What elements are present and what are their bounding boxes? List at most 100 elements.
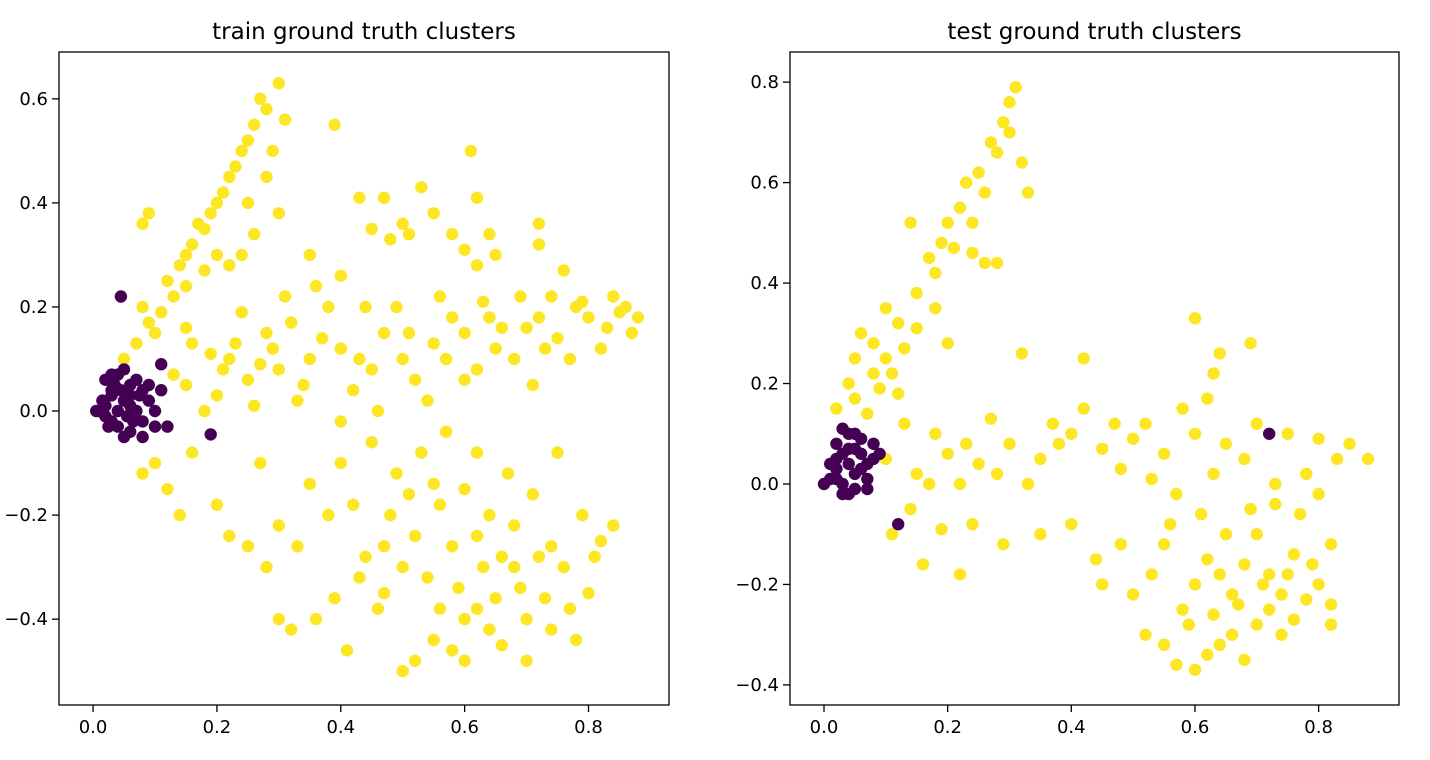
test-plot: test ground truth clusters 0.0 0.2 0.4 0.6 0.… xyxy=(735,19,1400,738)
data-point xyxy=(347,384,360,397)
data-point xyxy=(842,487,855,501)
data-point xyxy=(192,217,205,230)
data-point xyxy=(1021,477,1035,491)
chart-title: train ground truth clusters xyxy=(212,19,516,45)
data-point xyxy=(910,322,923,335)
data-point xyxy=(1250,528,1264,541)
data-point xyxy=(619,300,632,314)
data-point xyxy=(861,457,874,471)
data-point xyxy=(978,186,991,199)
data-point xyxy=(625,326,638,340)
data-point xyxy=(1021,186,1035,199)
data-point xyxy=(136,300,149,314)
data-point xyxy=(1188,312,1202,325)
data-point xyxy=(223,259,236,272)
x-tick-label: 0.8 xyxy=(574,717,603,738)
data-point xyxy=(179,378,193,392)
y-tick-label: −0.2 xyxy=(735,574,779,595)
data-point xyxy=(1096,578,1109,591)
data-point xyxy=(929,427,942,440)
data-point xyxy=(322,508,335,522)
data-point xyxy=(885,528,899,541)
data-point xyxy=(1287,613,1301,626)
data-point xyxy=(127,415,140,428)
data-point xyxy=(489,592,502,605)
data-point xyxy=(142,378,155,392)
data-point xyxy=(935,236,948,250)
data-point xyxy=(402,488,416,501)
data-point xyxy=(458,612,471,626)
data-point xyxy=(861,472,874,486)
data-point xyxy=(1312,432,1325,445)
data-point xyxy=(594,534,608,548)
data-point xyxy=(130,337,143,350)
data-point xyxy=(836,422,849,435)
data-point xyxy=(365,363,378,376)
data-point xyxy=(148,420,162,433)
data-point xyxy=(483,623,496,636)
data-point xyxy=(1195,507,1208,521)
data-point xyxy=(328,592,341,605)
data-point xyxy=(117,430,131,444)
data-point xyxy=(935,523,948,536)
data-point xyxy=(966,246,979,260)
data-point xyxy=(285,316,298,329)
data-point xyxy=(1157,538,1171,551)
data-point xyxy=(297,378,310,392)
data-point xyxy=(922,477,936,491)
data-point xyxy=(582,311,595,324)
data-point xyxy=(1225,628,1239,641)
data-point xyxy=(1324,618,1338,631)
data-point xyxy=(1139,628,1152,641)
data-point xyxy=(136,467,149,480)
data-point xyxy=(545,623,558,636)
data-point xyxy=(1207,467,1220,481)
data-point xyxy=(99,410,112,423)
data-point xyxy=(1145,568,1158,581)
data-point xyxy=(1114,462,1128,476)
data-point xyxy=(142,394,155,407)
data-point xyxy=(408,654,422,667)
x-tick-label: 0.2 xyxy=(203,717,232,738)
data-point xyxy=(254,456,267,470)
data-point xyxy=(427,477,440,491)
data-point xyxy=(1139,417,1152,430)
data-point xyxy=(526,378,539,392)
data-point xyxy=(483,508,496,522)
data-point xyxy=(291,540,304,553)
data-point xyxy=(247,118,261,131)
data-point xyxy=(1269,477,1282,491)
data-point xyxy=(1281,427,1294,440)
data-point xyxy=(142,207,155,220)
x-tick-label: 0.4 xyxy=(326,717,355,738)
data-point xyxy=(235,248,248,262)
data-point xyxy=(254,358,267,371)
data-point xyxy=(1096,442,1109,455)
data-point xyxy=(136,217,149,230)
data-point xyxy=(415,181,428,194)
data-point xyxy=(990,467,1004,481)
data-point xyxy=(204,207,217,220)
data-point xyxy=(148,404,162,418)
data-point xyxy=(848,392,862,405)
data-point xyxy=(353,571,366,584)
data-point xyxy=(1034,528,1047,541)
data-point xyxy=(1238,452,1251,466)
data-point xyxy=(861,407,874,420)
y-tick-label: 0.8 xyxy=(750,72,779,93)
data-point xyxy=(873,382,886,395)
data-point xyxy=(879,352,892,365)
data-point xyxy=(477,560,490,574)
data-point xyxy=(185,337,199,350)
data-point xyxy=(532,311,546,324)
data-point xyxy=(1238,558,1251,571)
data-point xyxy=(114,384,128,397)
data-point xyxy=(179,321,193,334)
data-point xyxy=(990,256,1004,270)
data-point xyxy=(254,92,267,106)
data-point xyxy=(241,540,255,553)
data-point xyxy=(984,136,998,149)
data-point xyxy=(1250,618,1264,631)
data-point xyxy=(303,352,316,366)
data-point xyxy=(600,321,614,334)
